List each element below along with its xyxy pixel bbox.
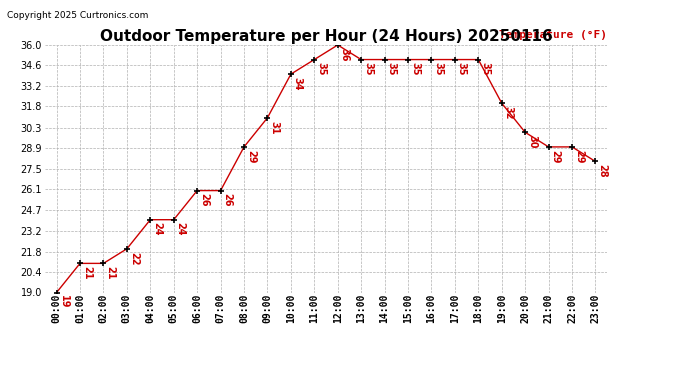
Text: 35: 35 — [457, 62, 467, 76]
Text: 19: 19 — [59, 295, 68, 309]
Text: Copyright 2025 Curtronics.com: Copyright 2025 Curtronics.com — [7, 11, 148, 20]
Text: 29: 29 — [246, 150, 256, 163]
Text: 35: 35 — [386, 62, 397, 76]
Text: 24: 24 — [176, 222, 186, 236]
Text: 32: 32 — [504, 106, 513, 120]
Text: 21: 21 — [106, 266, 115, 280]
Text: 35: 35 — [410, 62, 420, 76]
Text: 31: 31 — [269, 121, 279, 134]
Text: 26: 26 — [199, 194, 209, 207]
Text: 30: 30 — [527, 135, 537, 148]
Text: Temperature (°F): Temperature (°F) — [499, 30, 607, 40]
Text: 29: 29 — [551, 150, 560, 163]
Text: 22: 22 — [129, 252, 139, 265]
Title: Outdoor Temperature per Hour (24 Hours) 20250116: Outdoor Temperature per Hour (24 Hours) … — [99, 29, 553, 44]
Text: 35: 35 — [363, 62, 373, 76]
Text: 28: 28 — [598, 164, 607, 178]
Text: 29: 29 — [574, 150, 584, 163]
Text: 21: 21 — [82, 266, 92, 280]
Text: 26: 26 — [223, 194, 233, 207]
Text: 35: 35 — [433, 62, 444, 76]
Text: 34: 34 — [293, 77, 303, 90]
Text: 35: 35 — [480, 62, 491, 76]
Text: 35: 35 — [316, 62, 326, 76]
Text: 24: 24 — [152, 222, 162, 236]
Text: 36: 36 — [339, 48, 350, 61]
